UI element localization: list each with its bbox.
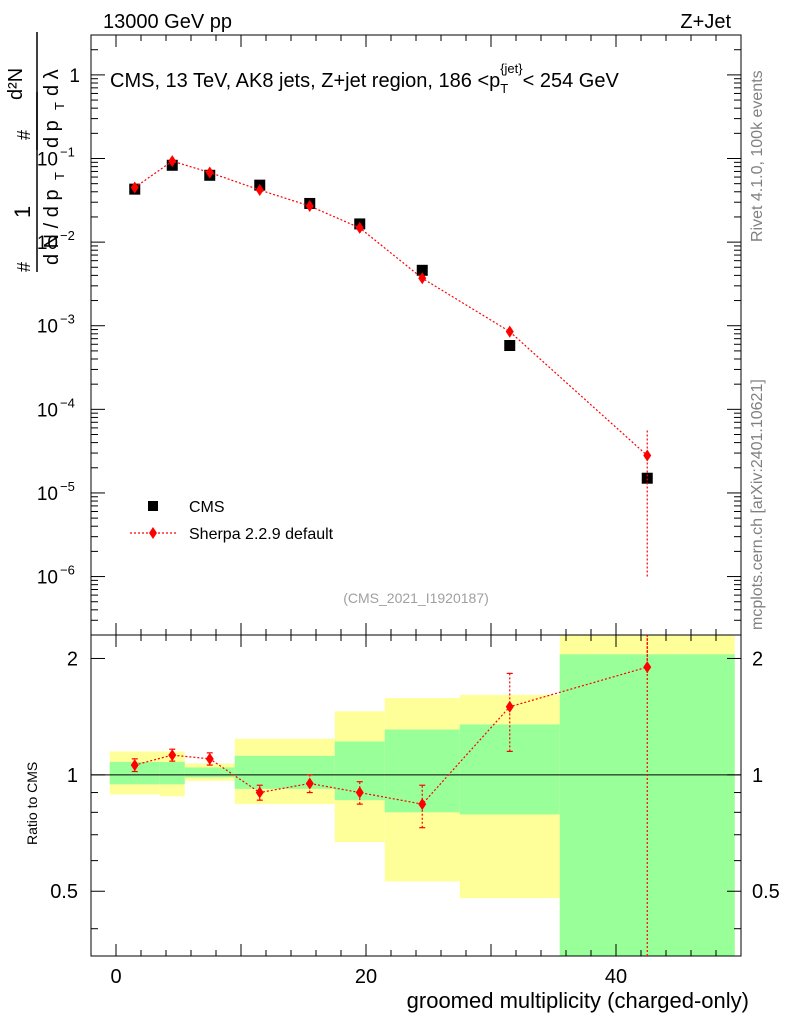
mc-point-6: [418, 272, 427, 285]
mc-point-7: [505, 325, 514, 338]
main-plot: 110−110−210−310−410−510−6: [37, 34, 742, 675]
x-axis-label: groomed multiplicity (charged-only): [407, 988, 749, 1013]
title-tail: < 254 GeV: [523, 70, 620, 92]
legend-marker-cms: [148, 501, 158, 511]
main-y-tick-exp-3: −3: [60, 312, 75, 327]
ylabel-denominator-1: d N / d p: [41, 189, 63, 265]
x-tick-label-0: 0: [110, 966, 121, 988]
tick-base: 10: [37, 233, 58, 254]
tick-base: 10: [37, 400, 58, 421]
band-inner-0: [109, 761, 160, 785]
tick-base: 10: [37, 150, 58, 171]
ylabel-numerator-2: d²N: [5, 68, 27, 100]
legend-label-cms: CMS: [189, 499, 225, 516]
ylabel-denominator-2: d p: [41, 120, 63, 148]
ratio-mc-point-1: [168, 749, 177, 762]
ratio-y-axis-label: Ratio to CMS: [24, 762, 40, 845]
band-inner-1: [159, 761, 185, 785]
mc-line: [134, 160, 648, 457]
cms-point-8: [641, 472, 653, 484]
band-inner-3: [234, 755, 335, 789]
main-y-tick-label-5: 10: [37, 484, 58, 505]
ratio-mc-point-0: [130, 759, 139, 772]
x-tick-label-40: 40: [605, 966, 627, 988]
mc-point-4: [305, 200, 314, 213]
tick-base: 10: [37, 568, 58, 589]
mc-point-0: [130, 181, 139, 194]
ylabel-denominator-2-tail: d λ: [41, 69, 63, 96]
ratio-mc-point-4: [305, 777, 314, 790]
main-y-tick-label-6: 10: [37, 568, 58, 589]
title-main: CMS, 13 TeV, AK8 jets, Z+jet region, 186…: [110, 70, 500, 92]
legend: CMS Sherpa 2.2.9 default: [130, 499, 334, 543]
legend-marker-mc: [149, 527, 157, 539]
ratio-mc-point-3: [255, 786, 264, 799]
ylabel-hash-1: #: [14, 262, 34, 272]
tick-base: 10: [37, 484, 58, 505]
title-subscript: T: [500, 81, 508, 96]
ratio-y-tick-label-2: 2: [67, 648, 78, 670]
main-y-tick-label-0: 1: [69, 66, 80, 87]
ratio-mc-point-6: [418, 798, 427, 811]
main-y-tick-exp-5: −5: [60, 479, 75, 494]
ratio-y-tick-label-1: 1: [67, 765, 78, 787]
mcplots-label: mcplots.cern.ch [arXiv:2401.10621]: [749, 379, 766, 630]
main-y-tick-label-1: 10: [37, 150, 58, 171]
ratio-y-tick-label-right-0.5: 0.5: [752, 881, 780, 903]
title-superscript: {jet}: [500, 61, 523, 76]
rivet-version-label: Rivet 4.1.0, 100k events: [749, 70, 766, 242]
ratio-y-tick-label-right-1: 1: [752, 765, 763, 787]
mc-point-1: [168, 155, 177, 168]
main-y-tick-exp-1: −1: [60, 145, 75, 160]
main-y-tick-exp-2: −2: [60, 228, 75, 243]
ylabel-denominator-1-sub: T: [52, 172, 67, 180]
ratio-mc-point-8: [643, 661, 652, 674]
ylabel-hash-2: #: [14, 130, 34, 140]
main-plot-frame: [90, 34, 742, 636]
ratio-y-tick-label-0.5: 0.5: [50, 881, 78, 903]
mc-point-8: [643, 449, 652, 462]
legend-label-mc: Sherpa 2.2.9 default: [189, 526, 334, 543]
cms-point-6: [416, 264, 428, 276]
band-inner-6: [459, 724, 560, 815]
main-y-tick-label-4: 10: [37, 400, 58, 421]
main-chart-title: CMS, 13 TeV, AK8 jets, Z+jet region, 186…: [110, 61, 619, 96]
main-y-tick-label-2: 10: [37, 233, 58, 254]
header-process-label: Z+Jet: [680, 11, 731, 33]
header-beam-label: 13000 GeV pp: [103, 11, 232, 33]
ratio-mc-line: [134, 666, 648, 805]
ratio-mc-point-7: [505, 700, 514, 713]
ylabel-one: 1: [10, 206, 35, 218]
mc-point-5: [355, 221, 364, 234]
ratio-y-tick-label-right-2: 2: [752, 648, 763, 670]
main-y-axis-label: # 1 d N / d p T # d²N d p T d λ: [5, 32, 67, 272]
ylabel-denominator-2-sub: T: [52, 102, 67, 110]
main-y-tick-exp-6: −6: [60, 563, 75, 578]
x-tick-label-20: 20: [355, 966, 377, 988]
analysis-watermark: (CMS_2021_I1920187): [343, 590, 489, 606]
ratio-mc-point-5: [355, 786, 364, 799]
cms-point-7: [504, 340, 516, 352]
ratio-uncertainty-bands: [109, 635, 735, 956]
ratio-mc-point-2: [205, 752, 214, 765]
mc-point-3: [255, 184, 264, 197]
main-y-tick-label-3: 10: [37, 317, 58, 338]
mc-point-2: [205, 166, 214, 179]
band-inner-7: [559, 654, 735, 956]
band-inner-2: [184, 767, 235, 778]
main-y-tick-exp-4: −4: [60, 395, 75, 410]
ratio-plot: 0 20 40 0.5 0.5 1 1 2 2: [50, 634, 780, 988]
tick-base: 10: [37, 317, 58, 338]
